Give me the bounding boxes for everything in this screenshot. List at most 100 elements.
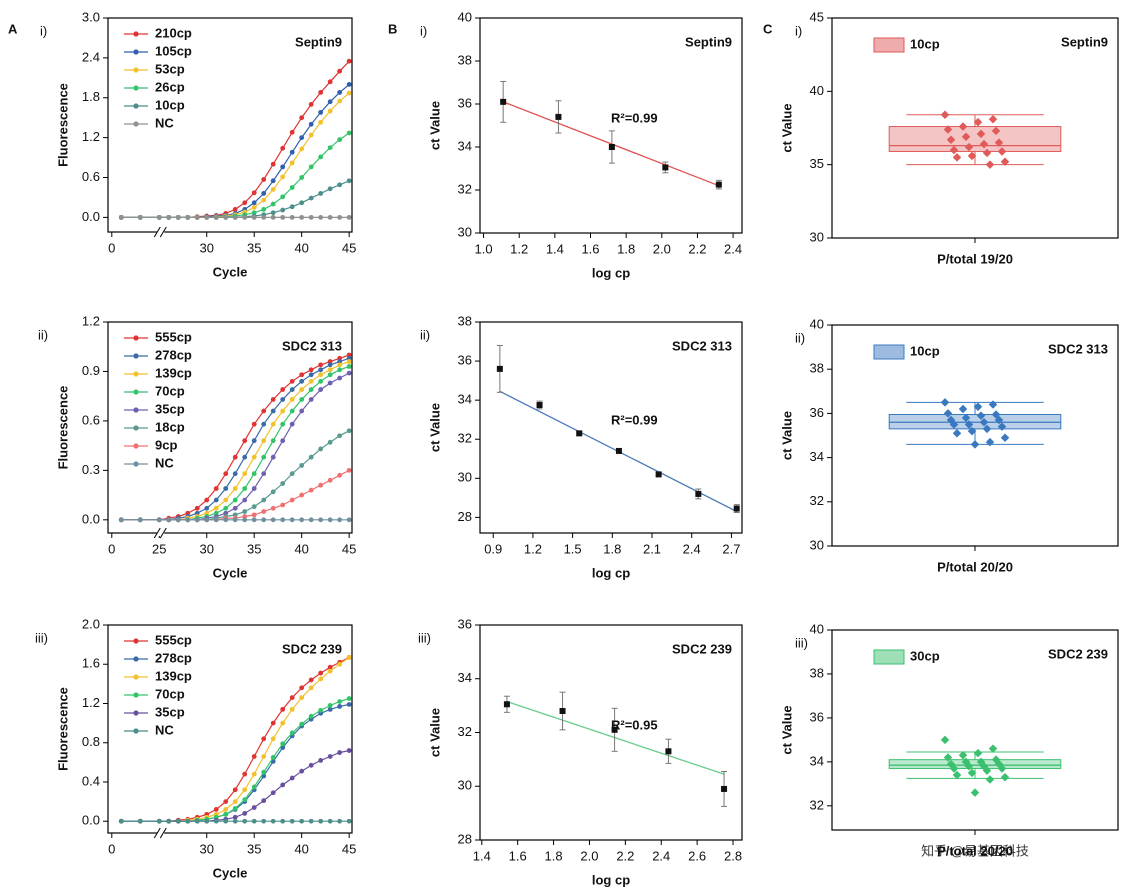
legend-marker	[133, 443, 139, 449]
data-point	[289, 730, 295, 736]
data-point	[194, 505, 200, 511]
data-point	[299, 387, 305, 392]
data-point	[280, 502, 286, 508]
legend-marker	[133, 389, 139, 395]
data-point	[327, 703, 333, 708]
data-point	[270, 178, 276, 184]
data-point	[308, 517, 314, 523]
data-point	[662, 164, 669, 171]
data-point	[308, 677, 314, 683]
data-point	[318, 517, 324, 523]
data-point	[308, 685, 314, 691]
y-tick-label: 45	[810, 9, 824, 24]
data-point	[280, 387, 286, 392]
data-point	[967, 426, 977, 436]
data-point	[715, 181, 722, 188]
legend-marker	[133, 31, 139, 37]
x-tick-label: 35	[247, 841, 261, 856]
x-tick-label: 30	[200, 841, 214, 856]
data-point	[346, 702, 352, 707]
data-point	[327, 372, 333, 378]
y-tick-label: 34	[810, 449, 824, 464]
chart-title: Septin9	[685, 34, 732, 49]
fit-line	[506, 700, 725, 775]
y-tick-label: 0.0	[82, 813, 100, 828]
y-tick-label: 1.8	[82, 89, 100, 104]
data-point	[308, 101, 314, 107]
legend-marker	[133, 407, 139, 413]
data-point	[232, 806, 238, 811]
legend-label: 555cp	[155, 329, 192, 344]
data-point	[346, 748, 352, 753]
y-tick-label: 32	[810, 493, 824, 508]
data-point	[251, 214, 257, 220]
x-tick-label: 0	[108, 841, 115, 856]
data-point	[242, 818, 248, 824]
data-point	[337, 517, 343, 523]
data-point	[299, 397, 305, 402]
chart-title: SDC2 313	[1048, 341, 1108, 356]
data-point	[261, 769, 267, 775]
fit-annotation: R²=0.95	[611, 717, 658, 732]
data-point	[964, 420, 974, 429]
data-point	[194, 517, 200, 523]
legend-label: NC	[155, 722, 174, 737]
data-point	[261, 454, 267, 460]
x-tick-label: 35	[247, 541, 261, 556]
y-tick-label: 1.6	[82, 656, 100, 671]
data-point	[1000, 433, 1010, 442]
data-point	[346, 364, 352, 369]
data-point	[308, 367, 314, 373]
data-point	[289, 397, 295, 402]
data-point	[337, 704, 343, 709]
x-tick-label: 1.4	[473, 848, 491, 863]
data-point	[261, 408, 267, 414]
plot-frame	[107, 321, 353, 534]
data-point	[985, 775, 995, 784]
data-point	[280, 421, 286, 427]
data-point	[308, 762, 314, 768]
y-tick-label: 38	[458, 313, 472, 328]
data-point	[559, 708, 566, 714]
data-point	[166, 818, 172, 824]
data-point	[270, 505, 276, 511]
y-axis-label: ct Value	[779, 705, 794, 754]
data-point	[952, 770, 962, 780]
y-tick-label: 0.8	[82, 734, 100, 749]
legend-label: 555cp	[155, 632, 192, 647]
data-point	[261, 497, 267, 503]
axis-break	[153, 226, 161, 238]
data-point	[270, 187, 276, 192]
data-point	[327, 706, 333, 712]
y-tick-label: 36	[810, 405, 824, 420]
data-point	[280, 145, 286, 151]
data-point	[997, 764, 1007, 773]
data-point	[496, 365, 503, 372]
data-point	[280, 214, 286, 220]
y-tick-label: 35	[810, 156, 824, 171]
data-point	[242, 200, 248, 206]
data-point	[308, 378, 314, 384]
data-point	[242, 454, 248, 460]
data-point	[979, 417, 989, 427]
data-point	[608, 144, 615, 150]
data-point	[318, 109, 324, 115]
data-point	[289, 497, 295, 503]
legend-label: NC	[155, 115, 174, 130]
y-tick-label: 0.3	[82, 462, 100, 477]
data-point	[175, 214, 181, 220]
data-point	[280, 408, 286, 414]
x-axis-label: log cp	[592, 265, 630, 280]
x-tick-label: 40	[294, 240, 308, 255]
x-tick-label: 1.5	[564, 541, 582, 556]
data-point	[500, 98, 507, 105]
data-point	[118, 818, 124, 824]
legend-marker	[133, 353, 139, 359]
x-tick-label: 1.6	[581, 241, 599, 256]
data-point	[118, 214, 124, 220]
x-tick-label: 0	[108, 240, 115, 255]
data-point	[242, 797, 248, 803]
y-tick-label: 30	[458, 224, 472, 239]
data-point	[175, 818, 181, 824]
data-point	[251, 200, 257, 206]
